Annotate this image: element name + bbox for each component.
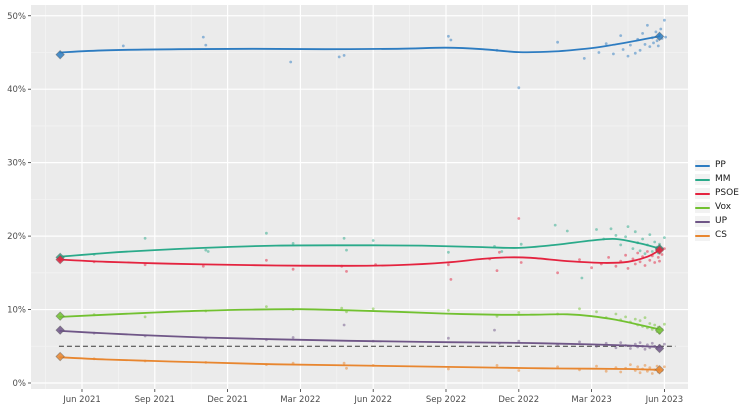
chart-legend: PP MM PSOE Vox UP CS [695,160,739,241]
legend-item-UP: UP [695,216,739,227]
plot-panel [31,5,688,389]
y-tick-label: 50% [7,12,26,22]
election-end-marker-PP [654,31,665,42]
election-start-marker-PSOE [55,254,65,265]
x-tick-label: Mar 2023 [571,395,611,405]
election-end-marker-Vox [654,325,665,335]
election-end-marker-CS [654,365,665,375]
x-tick-label: Jun 2022 [353,395,392,405]
x-tick-label: Sep 2021 [135,395,175,405]
legend-key-line-UP [695,216,710,227]
trend-line-CS [59,356,661,371]
legend-key-line-CS [695,230,710,241]
series-PP [55,18,667,90]
grid-minor [31,5,688,389]
legend-key-line-Vox [695,202,710,213]
legend-item-Vox: Vox [695,202,739,213]
y-tick-label: 30% [7,159,26,169]
series-MM [55,223,666,280]
trend-line-UP [59,330,661,348]
axis-tick-marks [28,15,665,392]
poll-scatter-PP [121,18,667,90]
y-axis-labels: 0% 10% 20% 30% 40% 50% [7,12,26,389]
legend-label: PSOE [715,188,739,198]
series-UP [55,323,666,354]
election-end-marker-UP [654,343,665,354]
legend-label: UP [715,216,728,226]
y-tick-label: 0% [13,379,27,389]
y-tick-label: 20% [7,232,26,242]
y-tick-label: 10% [7,306,26,316]
x-tick-label: Jun 2021 [62,395,101,405]
trend-line-PP [59,35,661,54]
election-start-marker-Vox [55,311,65,321]
legend-key-line-MM [695,174,710,185]
election-start-marker-PP [55,49,65,60]
legend-key-line-PP [695,160,710,171]
trend-line-Vox [59,308,661,331]
trend-line-MM [59,237,661,258]
x-axis-labels: Jun 2021 Sep 2021 Dec 2021 Mar 2022 Jun 2022… [62,395,683,405]
series-PSOE [55,217,666,281]
x-tick-label: Dec 2021 [207,395,248,405]
election-start-marker-CS [55,351,65,362]
legend-item-PP: PP [695,160,739,171]
legend-item-CS: CS [695,230,739,241]
election-start-marker-UP [55,325,65,335]
x-tick-label: Jun 2023 [645,395,684,405]
x-tick-label: Dec 2022 [498,395,539,405]
legend-label: CS [715,230,727,240]
legend-label: Vox [715,202,732,212]
legend-label: MM [715,174,731,184]
legend-key-line-PSOE [695,188,710,199]
x-tick-label: Mar 2022 [280,395,320,405]
election-end-marker-PSOE [654,245,665,255]
series-Vox [55,305,666,335]
legend-label: PP [715,160,726,170]
y-tick-label: 40% [7,85,26,95]
trend-line-PSOE [59,249,661,267]
series-CS [55,351,666,375]
legend-item-PSOE: PSOE [695,188,739,199]
legend-item-MM: MM [695,174,739,185]
x-tick-label: Sep 2022 [426,395,466,405]
